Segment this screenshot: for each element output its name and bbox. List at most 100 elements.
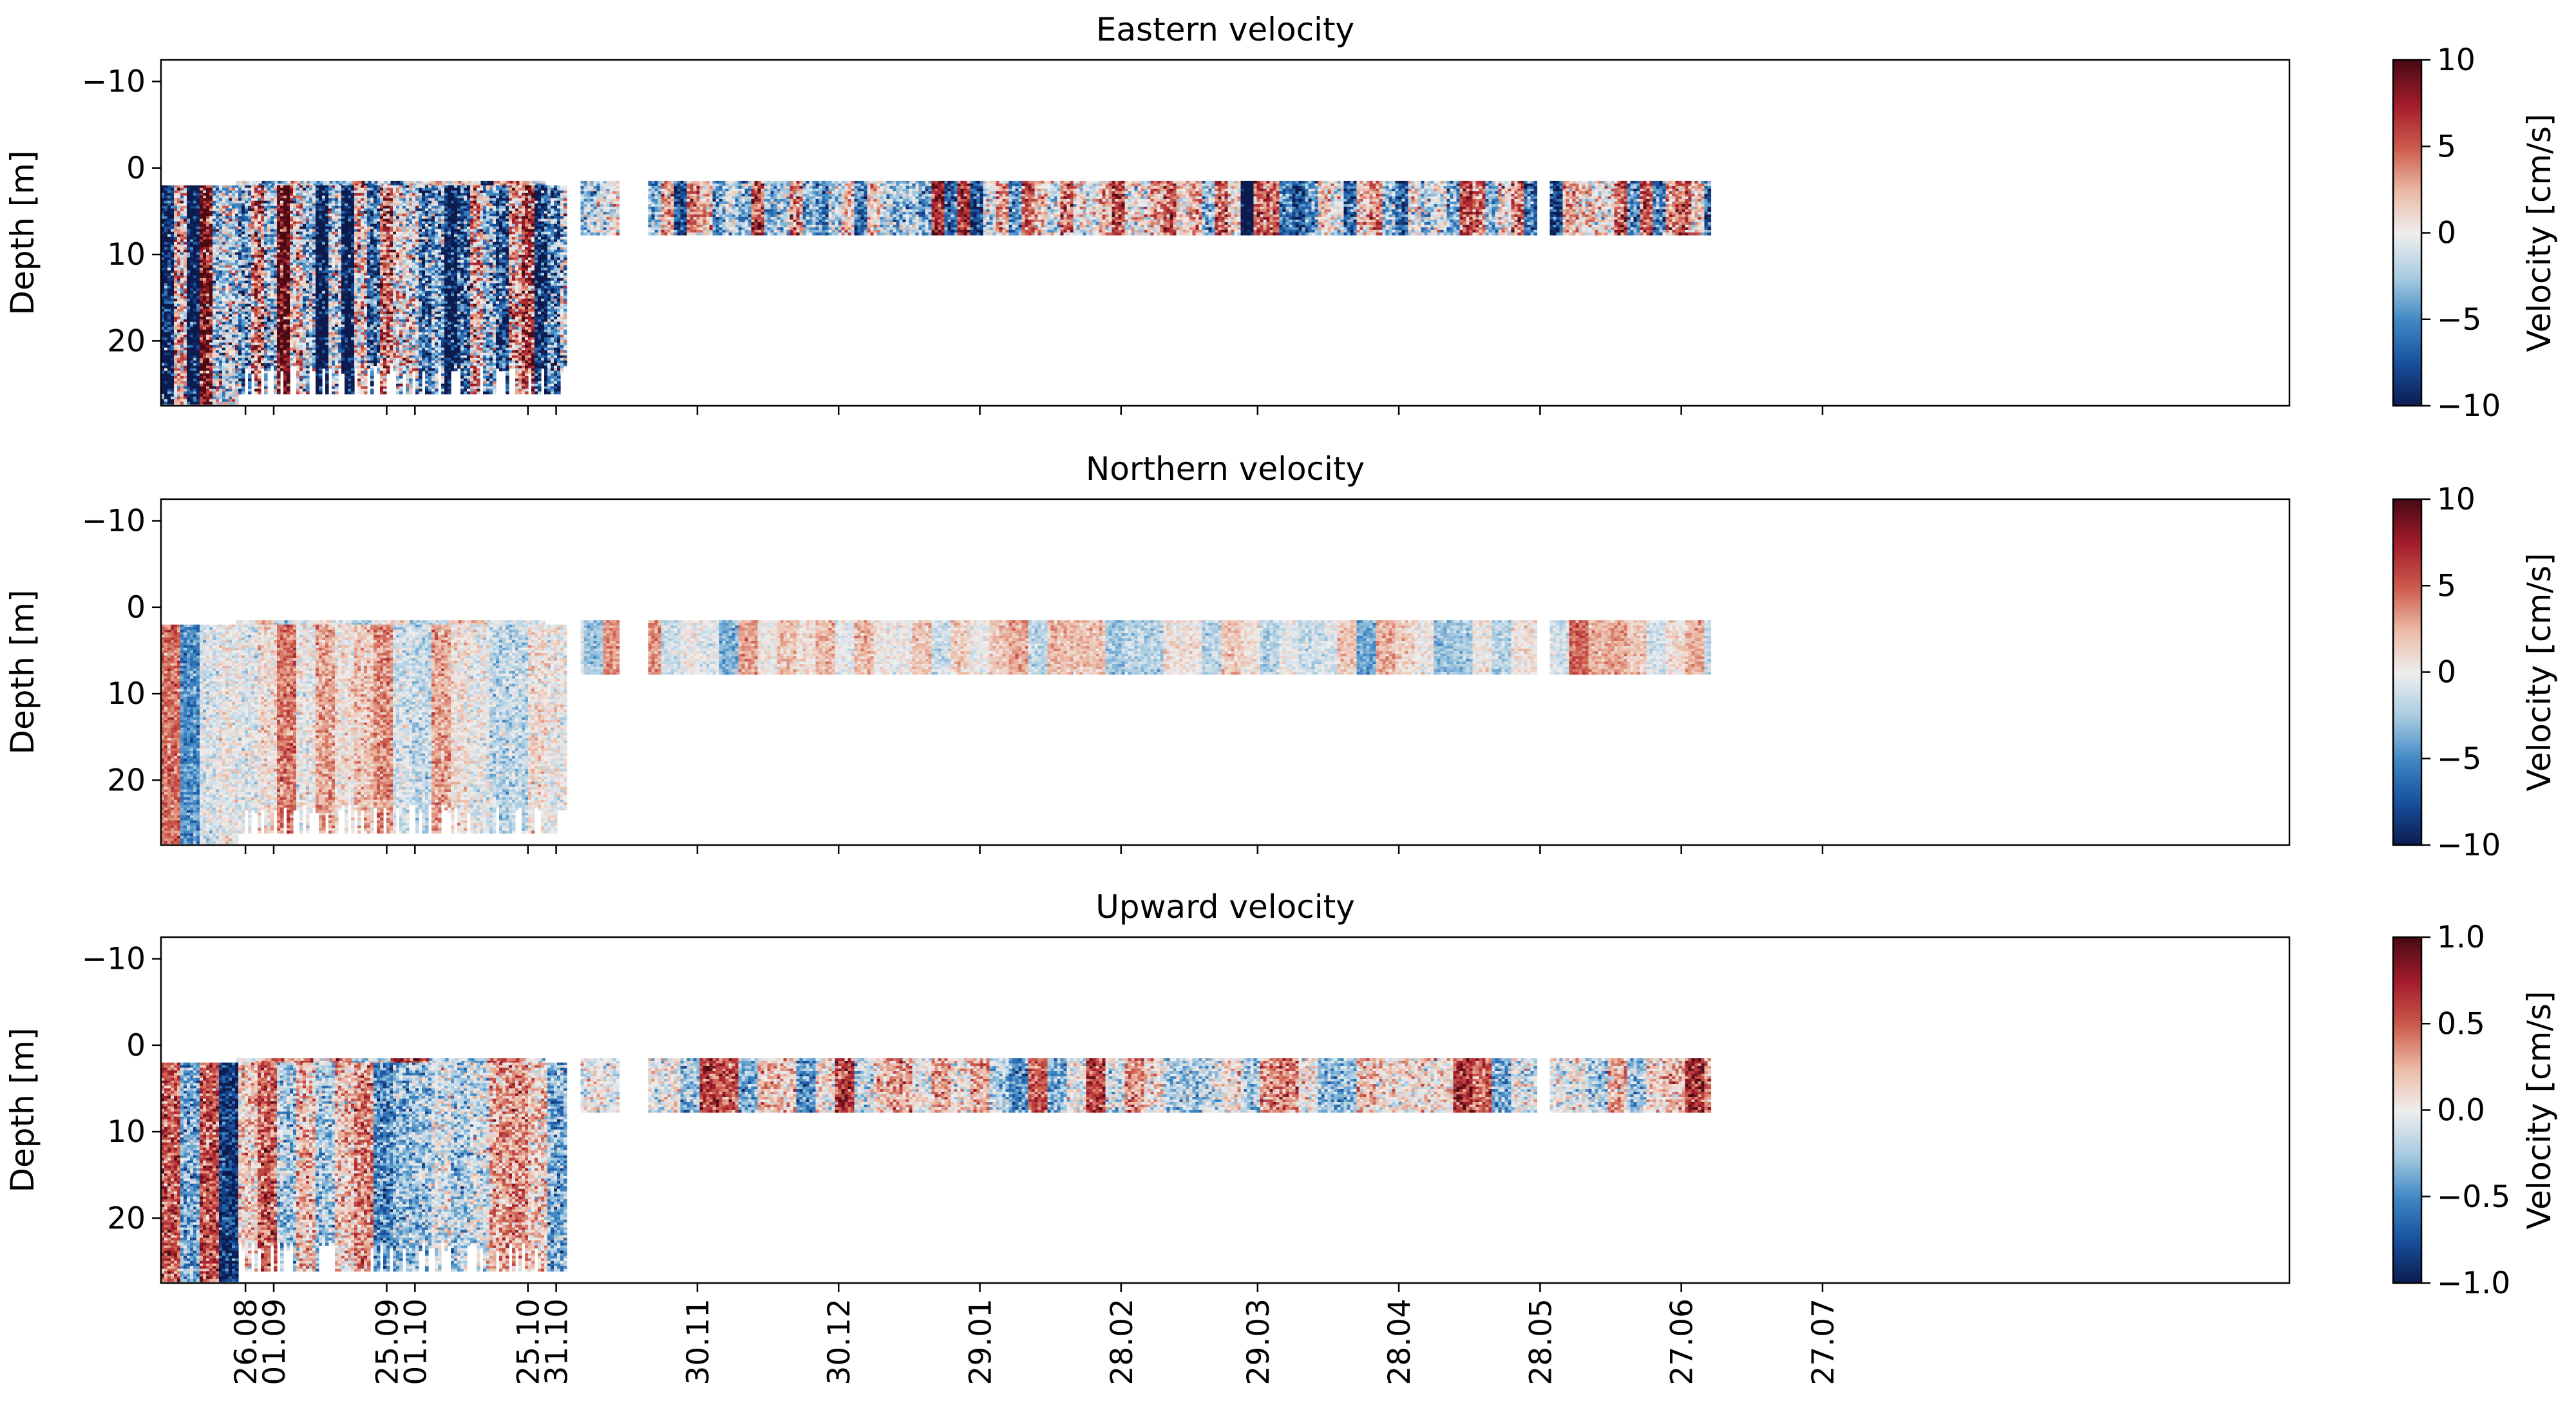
heatmap-cell bbox=[584, 184, 588, 187]
heatmap-cell bbox=[600, 191, 604, 195]
heatmap-cell bbox=[665, 207, 668, 210]
heatmap-cell bbox=[655, 209, 659, 213]
heatmap-cell bbox=[700, 199, 704, 202]
heatmap-cell bbox=[677, 217, 681, 220]
heatmap-cell bbox=[594, 233, 598, 236]
heatmap-cell bbox=[591, 214, 594, 218]
heatmap-cell bbox=[739, 191, 743, 195]
heatmap-cell bbox=[674, 212, 678, 215]
heatmap-cell bbox=[658, 212, 662, 215]
heatmap-cell bbox=[671, 225, 675, 228]
heatmap-cell bbox=[706, 181, 710, 184]
heatmap-cell bbox=[610, 194, 614, 197]
heatmap-cell bbox=[668, 181, 672, 184]
heatmap-cell bbox=[658, 202, 662, 205]
heatmap-cell bbox=[587, 220, 591, 223]
heatmap-cell bbox=[610, 207, 614, 210]
heatmap-cell bbox=[378, 181, 382, 184]
heatmap-cell bbox=[742, 212, 746, 215]
heatmap-cell bbox=[735, 209, 739, 213]
heatmap-cell bbox=[401, 181, 404, 184]
heatmap-cell bbox=[649, 220, 652, 223]
heatmap-cell bbox=[600, 186, 604, 189]
heatmap-cell bbox=[591, 204, 594, 207]
heatmap-cell bbox=[694, 199, 697, 202]
heatmap-cell bbox=[690, 230, 694, 233]
heatmap-cell bbox=[610, 222, 614, 225]
heatmap-cell bbox=[600, 225, 604, 228]
heatmap-cell bbox=[710, 233, 714, 236]
heatmap-cell bbox=[719, 191, 723, 195]
heatmap-cell bbox=[494, 181, 498, 184]
heatmap-cell bbox=[613, 209, 617, 213]
heatmap-cell bbox=[452, 181, 456, 184]
heatmap-cell bbox=[684, 212, 688, 215]
heatmap-cell bbox=[671, 230, 675, 233]
heatmap-cell bbox=[265, 181, 269, 184]
heatmap-cell bbox=[745, 202, 749, 205]
heatmap-cell bbox=[594, 196, 598, 200]
heatmap-cell bbox=[594, 194, 598, 197]
heatmap-cell bbox=[723, 184, 726, 187]
heatmap-cell bbox=[684, 233, 688, 236]
heatmap-cell bbox=[668, 191, 672, 195]
heatmap-cell bbox=[652, 220, 656, 223]
heatmap-cell bbox=[710, 202, 714, 205]
heatmap-cell bbox=[713, 204, 717, 207]
heatmap-cell bbox=[677, 233, 681, 236]
heatmap-cell bbox=[600, 194, 604, 197]
heatmap-cell bbox=[739, 212, 743, 215]
heatmap-cell bbox=[742, 220, 746, 223]
heatmap-cell bbox=[603, 225, 607, 228]
heatmap-cell bbox=[697, 186, 701, 189]
heatmap-cell bbox=[661, 222, 665, 225]
heatmap-cell bbox=[677, 220, 681, 223]
heatmap-cell bbox=[687, 202, 691, 205]
heatmap-cell bbox=[652, 199, 656, 202]
heatmap-cell bbox=[291, 181, 295, 184]
heatmap-cell bbox=[687, 212, 691, 215]
heatmap-cell bbox=[603, 222, 607, 225]
heatmap-cell bbox=[716, 225, 720, 228]
heatmap-cell bbox=[649, 204, 652, 207]
heatmap-cell bbox=[655, 207, 659, 210]
heatmap-cell bbox=[700, 209, 704, 213]
heatmap-cell bbox=[729, 194, 733, 197]
heatmap-cell bbox=[723, 196, 726, 200]
heatmap-cell bbox=[591, 194, 594, 197]
heatmap-cell bbox=[729, 202, 733, 205]
heatmap-cell bbox=[706, 199, 710, 202]
heatmap-cell bbox=[694, 217, 697, 220]
heatmap-cell bbox=[391, 181, 395, 184]
heatmap-cell bbox=[752, 217, 755, 220]
heatmap-cell bbox=[665, 220, 668, 223]
heatmap-cell bbox=[716, 227, 720, 231]
heatmap-cell bbox=[587, 212, 591, 215]
heatmap-cell bbox=[368, 181, 372, 184]
heatmap-cell bbox=[706, 214, 710, 218]
heatmap-cell bbox=[745, 204, 749, 207]
heatmap-cell bbox=[739, 184, 743, 187]
heatmap-cell bbox=[594, 202, 598, 205]
heatmap-cell bbox=[706, 217, 710, 220]
heatmap-cell bbox=[710, 227, 714, 231]
heatmap-cell bbox=[603, 207, 607, 210]
heatmap-cell bbox=[591, 189, 594, 192]
heatmap-cell bbox=[729, 196, 733, 200]
heatmap-cell bbox=[610, 214, 614, 218]
heatmap-cell bbox=[674, 181, 678, 184]
heatmap-cell bbox=[684, 222, 688, 225]
heatmap-cell bbox=[694, 196, 697, 200]
heatmap-cell bbox=[661, 230, 665, 233]
heatmap-cell bbox=[681, 209, 685, 213]
heatmap-cell bbox=[674, 196, 678, 200]
heatmap-cell bbox=[281, 181, 285, 184]
heatmap-cell bbox=[726, 227, 730, 231]
heatmap-cell bbox=[423, 181, 427, 184]
heatmap-cell bbox=[581, 227, 585, 231]
heatmap-cell bbox=[587, 186, 591, 189]
heatmap-cell bbox=[739, 214, 743, 218]
heatmap-cell bbox=[587, 222, 591, 225]
heatmap-cell bbox=[591, 220, 594, 223]
heatmap-cell bbox=[677, 194, 681, 197]
